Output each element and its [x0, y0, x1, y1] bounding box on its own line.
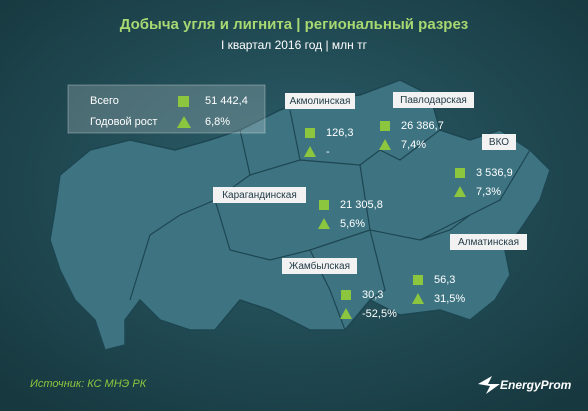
brand: EnergyProm	[500, 378, 572, 392]
region-label-box	[450, 234, 527, 250]
triangle-icon	[412, 293, 424, 304]
growth-value: 6,8%	[205, 116, 230, 128]
country-shape	[49, 79, 551, 351]
region-growth: 7,3%	[476, 186, 501, 198]
region-name: Акмолинская	[290, 96, 351, 107]
region-growth: 7,4%	[401, 139, 426, 151]
region-growth: 31,5%	[434, 293, 465, 305]
region-value: 21 305,8	[340, 199, 383, 211]
summary-box: Всего 51 442,4 Годовой рост 6,8%	[67, 84, 266, 134]
region-name: Карагандинская	[222, 190, 297, 201]
region-name: ВКО	[489, 137, 509, 148]
region-label-box	[213, 187, 306, 203]
region-value: 3 536,9	[476, 167, 513, 179]
square-icon	[380, 121, 390, 131]
subtitle: I квартал 2016 год | млн тг	[221, 38, 368, 52]
region-growth: -52,5%	[362, 308, 397, 320]
source: Источник: КС МНЭ РК	[30, 378, 147, 390]
triangle-icon	[454, 186, 466, 197]
region-name: Алматинская	[458, 237, 519, 248]
growth-label: Годовой рост	[90, 116, 157, 128]
region-label-box	[285, 93, 355, 109]
square-icon	[413, 275, 423, 285]
region-label-box	[282, 258, 357, 274]
region-value: 56,3	[434, 274, 455, 286]
square-icon	[341, 290, 351, 300]
triangle-icon	[177, 116, 191, 128]
region-borders	[129, 109, 531, 331]
region-value: 26 386,7	[401, 120, 444, 132]
region-value: 126,3	[326, 127, 354, 139]
region-label-box	[393, 92, 474, 108]
logo-icon	[478, 376, 500, 394]
summary-panel	[67, 84, 266, 134]
triangle-icon	[318, 218, 330, 229]
region-growth: -	[326, 146, 330, 158]
square-icon	[319, 200, 329, 210]
region-growth: 5,6%	[340, 218, 365, 230]
square-icon	[305, 128, 315, 138]
total-label: Всего	[90, 95, 119, 107]
triangle-icon	[340, 308, 352, 319]
total-value: 51 442,4	[205, 95, 248, 107]
triangle-icon	[379, 139, 391, 150]
square-icon	[178, 96, 189, 107]
region-label-box	[482, 134, 516, 150]
regions: Акмолинская 126,3 - Павлодарская 26 386,7 7,4…	[213, 92, 527, 320]
region-name: Жамбылская	[289, 260, 350, 272]
map	[49, 79, 551, 351]
region-name: Павлодарская	[400, 95, 467, 106]
title: Добыча угля и лигнита | региональный раз…	[120, 16, 469, 33]
triangle-icon	[304, 146, 316, 157]
square-icon	[455, 168, 465, 178]
brand-logo: EnergyProm	[478, 376, 572, 394]
region-value: 30,3	[362, 289, 383, 301]
